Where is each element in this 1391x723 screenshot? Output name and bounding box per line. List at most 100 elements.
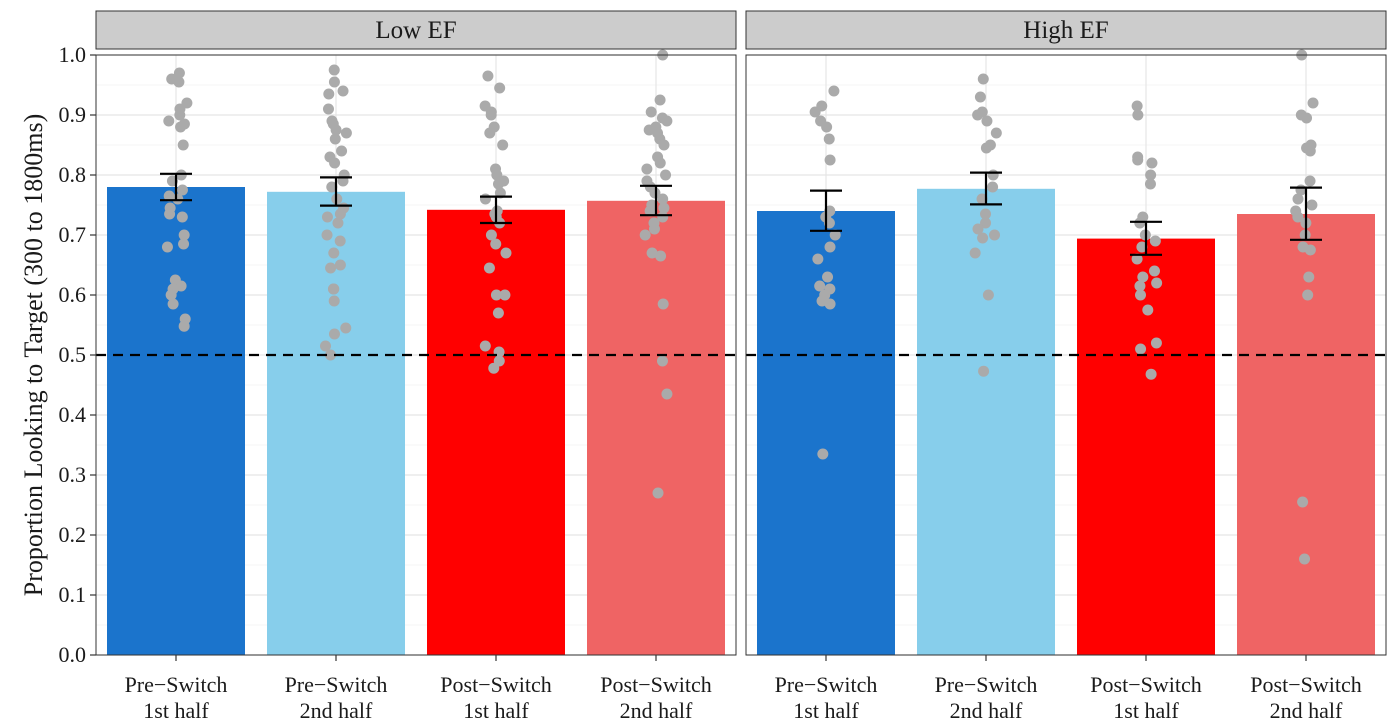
data-point	[1306, 199, 1318, 211]
data-point	[652, 487, 664, 499]
data-point	[977, 232, 989, 244]
data-point	[176, 211, 188, 223]
data-point	[322, 103, 334, 115]
error-bar	[640, 184, 672, 217]
data-point	[1142, 304, 1154, 316]
data-point	[483, 262, 495, 274]
data-point	[814, 280, 826, 292]
data-point	[321, 211, 333, 223]
bar	[427, 209, 565, 656]
data-point	[824, 154, 836, 166]
data-point	[990, 127, 1002, 139]
bar	[1077, 238, 1215, 655]
data-point	[1131, 253, 1143, 265]
error-bar	[970, 171, 1002, 206]
data-point	[173, 67, 185, 79]
data-point	[1146, 157, 1158, 169]
data-point	[1137, 271, 1149, 283]
data-point	[164, 208, 176, 220]
data-point	[987, 169, 999, 181]
data-point	[328, 283, 340, 295]
data-point	[824, 298, 836, 310]
data-point	[479, 340, 491, 352]
data-point	[645, 106, 657, 118]
x-tick-label-line1: Pre−Switch	[285, 672, 388, 697]
data-point	[829, 229, 841, 241]
data-point	[488, 362, 500, 374]
data-point	[641, 163, 653, 175]
data-point	[1131, 100, 1143, 112]
data-point	[320, 340, 332, 352]
data-point	[1134, 217, 1146, 229]
data-point	[824, 241, 836, 253]
data-point	[1292, 211, 1304, 223]
data-point	[173, 76, 185, 88]
x-tick-label-line2: 1st half	[1113, 698, 1179, 723]
x-tick-label-line1: Pre−Switch	[935, 672, 1038, 697]
data-point	[334, 259, 346, 271]
panel-border	[745, 54, 1387, 656]
data-point	[1145, 169, 1157, 181]
panel-strip	[95, 10, 737, 50]
y-tick-label: 1.0	[59, 42, 87, 67]
data-point	[980, 217, 992, 229]
data-point	[176, 184, 188, 196]
bar	[757, 211, 895, 655]
data-point	[657, 193, 669, 205]
data-point	[974, 91, 986, 103]
y-axis: 0.0 0.1 0.2 0.3 0.4 0.5 0.6 0.7 0.8 0.9 1.0	[59, 42, 96, 667]
x-tick-label-line2: 1st half	[143, 698, 209, 723]
data-point	[822, 271, 834, 283]
data-point	[828, 85, 840, 97]
data-point	[655, 250, 667, 262]
y-tick-label: 0.5	[59, 342, 87, 367]
data-point	[340, 127, 352, 139]
data-point	[976, 193, 988, 205]
data-point	[329, 133, 341, 145]
y-tick-label: 0.1	[59, 582, 87, 607]
data-point	[334, 235, 346, 247]
data-point	[658, 139, 670, 151]
y-tick-label: 0.7	[59, 222, 87, 247]
data-point	[661, 388, 673, 400]
x-tick-label-line2: 2nd half	[1270, 698, 1343, 723]
y-tick-label: 0.0	[59, 642, 87, 667]
data-point	[337, 85, 349, 97]
data-point	[646, 247, 658, 259]
data-point	[972, 109, 984, 121]
data-point	[648, 223, 660, 235]
data-point	[177, 139, 189, 151]
data-point	[492, 307, 504, 319]
x-tick-label-line2: 2nd half	[620, 698, 693, 723]
error-bar	[1130, 220, 1162, 256]
data-point	[323, 88, 335, 100]
data-point	[969, 247, 981, 259]
x-tick-label-line1: Pre−Switch	[125, 672, 228, 697]
error-bar	[810, 189, 842, 232]
data-point	[977, 73, 989, 85]
y-tick-label: 0.4	[59, 402, 87, 427]
data-point	[492, 178, 504, 190]
panel-title: Low EF	[375, 17, 456, 44]
y-tick-label: 0.9	[59, 102, 87, 127]
data-point	[1302, 289, 1314, 301]
x-tick-label-line1: Post−Switch	[1090, 672, 1201, 697]
data-point	[485, 109, 497, 121]
data-point	[178, 238, 190, 250]
data-point	[328, 295, 340, 307]
data-point	[809, 106, 821, 118]
data-point	[639, 229, 651, 241]
data-point	[657, 298, 669, 310]
data-point	[1301, 112, 1313, 124]
data-point	[658, 202, 670, 214]
data-point	[1144, 178, 1156, 190]
data-point	[978, 365, 990, 377]
data-point	[1134, 280, 1146, 292]
data-point	[987, 181, 999, 193]
panel-title: High EF	[1023, 17, 1108, 44]
data-point	[490, 289, 502, 301]
data-point	[328, 328, 340, 340]
data-point	[485, 229, 497, 241]
